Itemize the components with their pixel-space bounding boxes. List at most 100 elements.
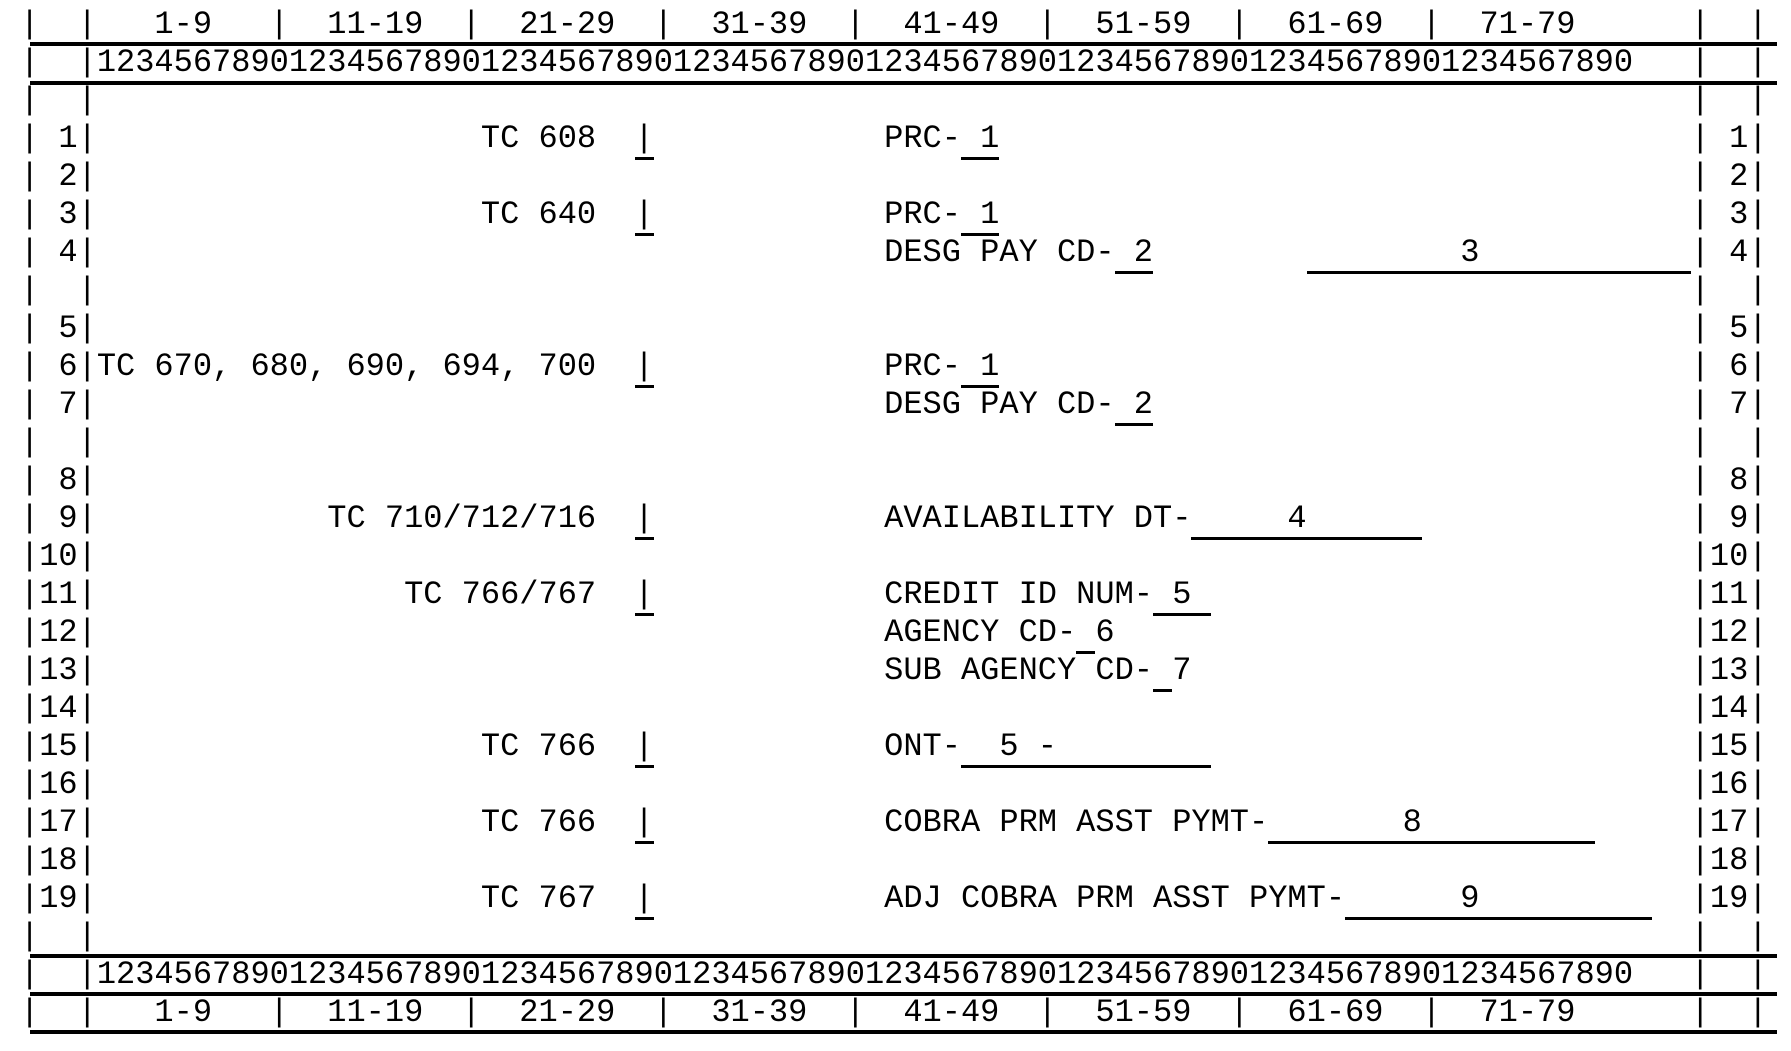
field-prc-item1[interactable]: 1 [960, 196, 1000, 236]
static-text: ADJ COBRA PRM ASST PYMT- [884, 880, 1346, 917]
gutter-left: | | [20, 956, 97, 993]
form-row-8: | 8| | 8| [20, 462, 1791, 500]
form-row-9: | 9| TC 710/712/716 | AVAILABILITY DT- 4… [20, 500, 1791, 540]
spacing [999, 120, 1690, 157]
gutter-right: | | [1690, 424, 1768, 461]
spacing [97, 842, 1691, 879]
spacing [1633, 44, 1691, 81]
spacing [97, 234, 884, 271]
spacing [1153, 386, 1691, 423]
form-row-18: |18| |18| [20, 842, 1791, 880]
form-row-14: |14| |14| [20, 690, 1791, 728]
row-number-right: | 2| [1690, 158, 1768, 195]
tc710-group-entry-mark[interactable]: | [634, 500, 654, 540]
gutter-right: | | [1690, 994, 1768, 1031]
gutter-left: | | [20, 82, 97, 119]
form-row-10: |10| |10| [20, 538, 1791, 576]
row-number-right: |12| [1690, 614, 1768, 651]
spacing [596, 880, 634, 917]
horizontal-rule [30, 42, 1777, 46]
row-number-right: |16| [1690, 766, 1768, 803]
gutter-right: | | [1690, 6, 1768, 43]
row-number-right: |13| [1690, 652, 1768, 689]
form-row-13: |13| SUB AGENCY CD- 7 |13| [20, 652, 1791, 692]
spacing [97, 462, 1691, 499]
row-number-left: |18| [20, 842, 97, 879]
static-text: DESG PAY CD- [884, 234, 1115, 271]
spacing [97, 614, 884, 651]
field-item3[interactable]: 3 [1306, 234, 1691, 274]
tc766-767-entry-mark[interactable]: | [634, 576, 654, 616]
row-number-left: |10| [20, 538, 97, 575]
static-text: COBRA PRM ASST PYMT- [884, 804, 1269, 841]
gutter-left: | | [20, 6, 97, 43]
ruler-row-bottom: | |1234567890123456789012345678901234567… [20, 956, 1791, 994]
spacing [1211, 728, 1691, 765]
static-text: TC 608 [480, 120, 597, 157]
horizontal-rule [30, 81, 1777, 85]
form-row-11: |11| TC 766/767 | CREDIT ID NUM- 5 |11| [20, 576, 1791, 616]
static-text: TC 767 [480, 880, 597, 917]
field-prc-item1[interactable]: 1 [960, 348, 1000, 388]
form-row-17: |17| TC 766 | COBRA PRM ASST PYMT- 8 |17… [20, 804, 1791, 844]
tc767-entry-mark[interactable]: | [634, 880, 654, 920]
row-number-right: |14| [1690, 690, 1768, 727]
form-row-3: | 3| TC 640 | PRC- 1 | 3| [20, 196, 1791, 236]
form-row-1: | 1| TC 608 | PRC- 1 | 1| [20, 120, 1791, 160]
row-number-left: |16| [20, 766, 97, 803]
tc640-entry-mark[interactable]: | [634, 196, 654, 236]
spacing [97, 158, 1691, 195]
row-number-left: | 6| [20, 348, 97, 385]
spacing [654, 880, 884, 917]
field-agency-cd-item6[interactable] [1076, 614, 1096, 654]
field-desg-pay-cd-item2[interactable]: 2 [1114, 386, 1153, 426]
gutter-right: | | [1690, 44, 1768, 81]
tc608-entry-mark[interactable]: | [634, 120, 654, 160]
spacing [97, 120, 481, 157]
spacing [97, 690, 1691, 727]
field-ont-item5[interactable]: 5 - [960, 728, 1211, 768]
spacer-row: | | | | [20, 918, 1791, 956]
row-number-right: |19| [1690, 880, 1768, 917]
spacing [654, 120, 884, 157]
field-prc-item1[interactable]: 1 [960, 120, 1000, 160]
form-row-12: |12| AGENCY CD- 6 |12| [20, 614, 1791, 654]
spacing [654, 196, 884, 233]
static-text: PRC- [884, 196, 961, 233]
field-desg-pay-cd-item2[interactable]: 2 [1114, 234, 1153, 274]
tc670-group-entry-mark[interactable]: | [634, 348, 654, 388]
field-cobra-prm-asst-pymt-item8[interactable]: 8 [1268, 804, 1595, 844]
spacing [654, 804, 884, 841]
spacing [596, 804, 634, 841]
static-text: SUB AGENCY CD- [884, 652, 1153, 689]
spacing [97, 880, 481, 917]
row-number-left: | 5| [20, 310, 97, 347]
static-text: PRC- [884, 348, 961, 385]
field-adj-cobra-prm-asst-pymt-item9[interactable]: 9 [1345, 880, 1653, 920]
horizontal-rule [30, 992, 1777, 996]
tc766-entry-mark[interactable]: | [634, 728, 654, 768]
row-number-left: |13| [20, 652, 97, 689]
field-credit-id-num-item5[interactable]: 5 [1152, 576, 1211, 616]
spacing [97, 82, 1691, 119]
spacing [999, 196, 1690, 233]
column-header-row-top: | | 1-9 | 11-19 | 21-29 | 31-39 | 41-49 … [20, 6, 1791, 44]
spacer-row: | | | | [20, 82, 1791, 120]
spacer-row: | | | | [20, 424, 1791, 462]
spacing [596, 728, 634, 765]
static-text: TC 710/712/716 [327, 500, 597, 537]
static-text: TC 766 [480, 804, 597, 841]
field-availability-dt-item4[interactable]: 4 [1191, 500, 1422, 540]
row-number-left: | 7| [20, 386, 97, 423]
tc766-entry-mark[interactable]: | [634, 804, 654, 844]
spacing [1422, 500, 1691, 537]
row-number-right: | 4| [1690, 234, 1768, 271]
static-text: AVAILABILITY DT- [884, 500, 1192, 537]
row-number-left: |14| [20, 690, 97, 727]
field-sub-agency-cd-item7[interactable] [1152, 652, 1173, 692]
static-text: 1234567890123456789012345678901234567890… [96, 956, 1634, 993]
spacing [1211, 576, 1691, 613]
form-row-2: | 2| | 2| [20, 158, 1791, 196]
spacing [596, 500, 634, 537]
